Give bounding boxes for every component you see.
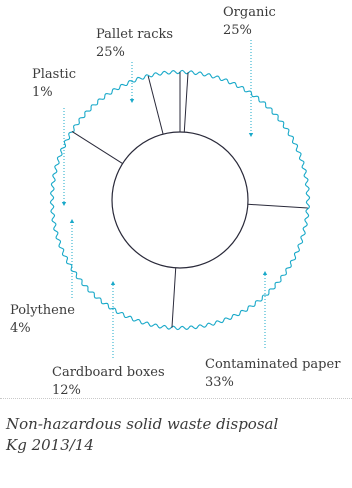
leader-arrow-contaminated-paper (262, 271, 268, 275)
donut-chart (49, 40, 311, 358)
label-name: Pallet racks (96, 27, 174, 42)
label-percent: 4% (10, 321, 31, 336)
slice-divider-pallet-racks (183, 72, 189, 133)
caption-line-1: Non-hazardous solid waste disposal (6, 415, 279, 433)
inner-circle (111, 131, 249, 269)
label-percent: 25% (96, 45, 125, 60)
slice-divider-polythene (147, 75, 164, 135)
label-percent: 25% (223, 23, 252, 38)
label-name: Contaminated paper (205, 357, 341, 372)
caption-line-2: Kg 2013/14 (6, 436, 94, 454)
leader-arrow-organic (248, 133, 254, 137)
slice-divider-organic (247, 203, 308, 209)
slice-label-plastic: Plastic 1% (32, 66, 76, 102)
leader-arrow-polythene (69, 219, 75, 223)
slice-label-organic: Organic 25% (223, 4, 276, 40)
slice-label-polythene: Polythene 4% (10, 302, 75, 338)
slice-label-pallet-racks: Pallet racks 25% (96, 26, 173, 62)
leader-arrow-pallet-racks (129, 99, 135, 103)
slice-divider-cardboard-boxes (71, 130, 123, 164)
label-percent: 33% (205, 375, 234, 390)
label-name: Organic (223, 5, 276, 20)
label-percent: 1% (32, 85, 53, 100)
slice-divider-contaminated-paper (171, 267, 177, 328)
label-percent: 12% (52, 383, 81, 398)
label-name: Polythene (10, 303, 75, 318)
chart-caption: Non-hazardous solid waste disposal Kg 20… (6, 414, 278, 456)
caption-divider (0, 398, 352, 399)
label-name: Cardboard boxes (52, 365, 165, 380)
label-name: Plastic (32, 67, 76, 82)
slice-label-cardboard-boxes: Cardboard boxes 12% (52, 364, 165, 400)
leader-arrow-plastic (61, 202, 67, 206)
leader-lines (61, 40, 268, 358)
slice-dividers (71, 72, 308, 328)
leader-arrow-cardboard-boxes (110, 281, 116, 285)
slice-label-contaminated-paper: Contaminated paper 33% (205, 356, 340, 392)
outer-ring (49, 69, 311, 331)
